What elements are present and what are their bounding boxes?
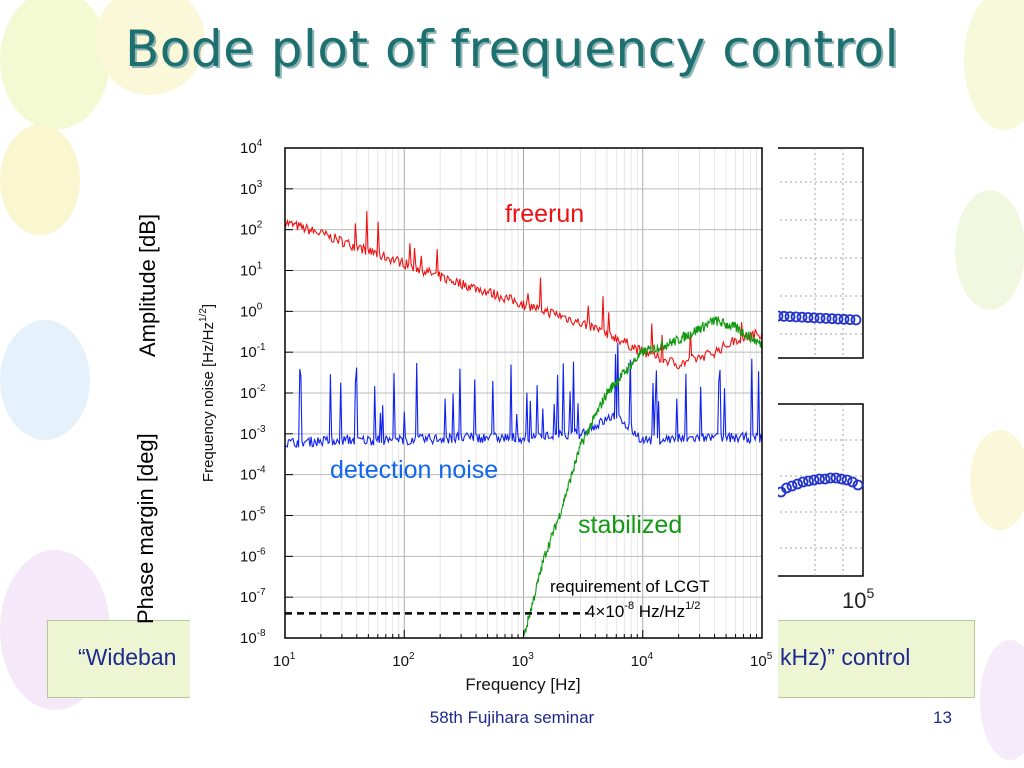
caption-text-right: kHz)” control	[780, 644, 911, 670]
chart-tick-marks	[285, 147, 758, 639]
x-tick-label: 101	[273, 651, 296, 670]
bode-amplitude-marker	[808, 312, 820, 324]
x-tick-label: 102	[392, 651, 415, 670]
y-tick-label: 10-4	[240, 465, 266, 484]
slide-title: Bode plot of frequency control	[124, 20, 900, 78]
annotation-requirement-line2: 4×10-8 Hz/Hz1/2	[586, 600, 700, 621]
bode-amplitude-marker	[784, 311, 796, 323]
y-tick-label: 10-1	[240, 342, 266, 361]
y-tick-label: 10-8	[240, 628, 266, 647]
req-value-unit: Hz/Hz	[634, 602, 685, 621]
balloon-decoration-right	[955, 0, 1024, 760]
bode-phase-marker	[836, 473, 847, 485]
bode-phase-marker	[797, 476, 809, 488]
bode-phase-marker	[825, 472, 836, 484]
x-tick-label: 104	[631, 651, 654, 670]
y-axis-label-main: Frequency noise [Hz/Hz	[200, 322, 217, 482]
x-axis-label: Frequency [Hz]	[465, 675, 580, 694]
bode-amplitude-marker	[790, 311, 802, 323]
bode-phase-marker	[830, 472, 842, 484]
caption-text-left: “Wideban	[78, 644, 177, 670]
bode-phase-marker	[852, 479, 864, 491]
bode-phase-marker	[841, 474, 853, 486]
y-tick-label: 103	[240, 179, 263, 198]
y-tick-labels: 104 103 102 101 100 10-1 10-2 10-3 10-4 10-5 10-6 1…	[240, 138, 266, 647]
bode-x-tick-label: 105	[842, 585, 874, 613]
x-tick-labels: 101 102 103 104 105	[273, 651, 773, 670]
x-tick-label: 103	[512, 651, 535, 670]
annotation-freerun: freerun	[505, 200, 584, 228]
y-tick-label: 10-2	[240, 383, 266, 402]
req-value-exp: -8	[624, 600, 634, 612]
bode-amplitude-marker	[850, 314, 862, 326]
series-line-stabilized	[522, 315, 763, 637]
bode-amplitude-marker	[820, 312, 832, 324]
bode-phase-marker	[808, 474, 820, 486]
annotation-stabilized: stabilized	[578, 511, 682, 539]
annotation-detection-noise: detection noise	[330, 456, 498, 484]
bode-amplitude-marker	[802, 312, 814, 323]
bode-phase-marker	[819, 473, 831, 485]
y-axis-label-close: ]	[200, 304, 217, 308]
bode-phase-frame	[769, 403, 864, 577]
bode-amplitude-frame	[769, 147, 864, 359]
bode-phase-marker	[814, 473, 825, 485]
bode-amplitude-marker	[826, 313, 838, 325]
bode-amplitude-marker	[814, 312, 826, 324]
y-tick-label: 10-5	[240, 506, 266, 525]
chart-panel-background	[190, 138, 778, 698]
y-tick-label: 102	[240, 220, 263, 239]
bode-phase-marker	[786, 480, 798, 492]
bode-amplitude-marker	[838, 313, 850, 325]
bode-phase-marker	[792, 478, 803, 490]
bode-background-plot: Amplitude [dB] Phase margin [deg] 105	[133, 147, 874, 624]
series-line-freerun	[284, 211, 763, 370]
y-axis-label-exp: 1/2	[198, 308, 209, 322]
y-tick-label: 101	[240, 261, 263, 280]
bode-amplitude-marker	[844, 314, 856, 326]
y-tick-label: 100	[240, 301, 263, 320]
bode-amplitude-ylabel: Amplitude [dB]	[135, 214, 160, 357]
y-tick-label: 10-3	[240, 424, 266, 443]
bode-amplitude-marker	[832, 313, 844, 325]
bode-phase-marker	[847, 476, 858, 488]
y-tick-label: 10-6	[240, 546, 266, 565]
y-axis-label: Frequency noise [Hz/Hz1/2]	[198, 304, 217, 482]
chart-series-layer	[284, 211, 763, 637]
series-line-detection-noise	[284, 342, 763, 448]
req-value-unit-exp: 1/2	[685, 600, 700, 612]
req-value-base: 4×10	[586, 602, 624, 621]
noise-chart: 101 102 103 104 105 10410310210110010-110-21…	[198, 138, 773, 694]
page-number: 13	[933, 708, 952, 727]
y-tick-label: 10-7	[240, 587, 266, 606]
footer-seminar-name: 58th Fujihara seminar	[429, 708, 595, 727]
bode-amplitude-marker	[796, 311, 808, 323]
bode-phase-ylabel: Phase margin [deg]	[133, 433, 158, 624]
bode-phase-marker	[781, 482, 792, 494]
y-tick-label: 104	[240, 138, 263, 157]
bode-phase-marker	[803, 475, 814, 487]
bode-amplitude-marker	[778, 310, 790, 322]
annotation-requirement-line1: requirement of LCGT	[550, 577, 710, 596]
x-tick-label: 105	[750, 651, 773, 670]
